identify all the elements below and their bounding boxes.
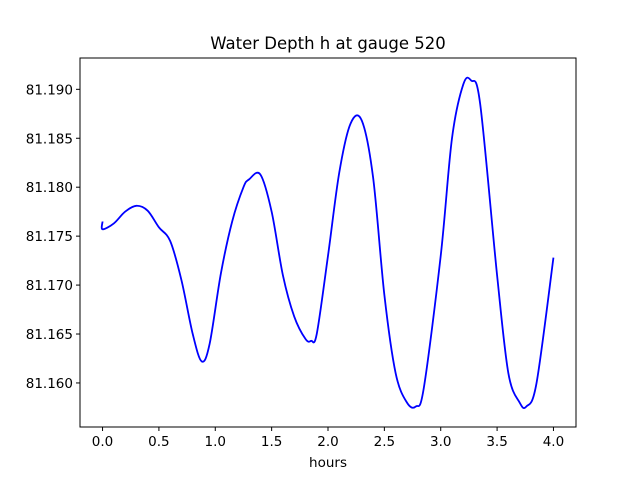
x-tick-label: 3.5 (486, 434, 507, 450)
series-line-0 (100, 76, 555, 409)
axes-frame (79, 57, 577, 428)
x-axis-ticks: 0.0 0.5 1.0 1.5 2.0 2.5 3.0 3.5 4.0 (92, 427, 564, 450)
y-tick-label: 81.170 (26, 278, 73, 294)
y-tick-label: 81.190 (26, 82, 73, 98)
x-tick-label: 1.5 (261, 434, 282, 450)
x-axis-label: hours (309, 455, 347, 471)
y-tick-label: 81.160 (26, 376, 73, 392)
y-axis-ticks: 81.160 81.165 81.170 81.175 81.180 81.185 81.1… (26, 82, 80, 392)
x-tick-label: 4.0 (543, 434, 564, 450)
y-tick-label: 81.180 (26, 180, 73, 196)
series-layer (100, 76, 555, 409)
y-tick-label: 81.175 (26, 229, 73, 245)
x-tick-label: 0.5 (148, 434, 169, 450)
x-tick-label: 2.0 (317, 434, 338, 450)
chart-title: Water Depth h at gauge 520 (210, 34, 445, 53)
y-tick-label: 81.185 (26, 131, 73, 147)
x-tick-label: 1.0 (205, 434, 226, 450)
x-tick-label: 3.0 (430, 434, 451, 450)
x-tick-label: 0.0 (92, 434, 113, 450)
x-tick-label: 2.5 (374, 434, 395, 450)
y-tick-label: 81.165 (26, 327, 73, 343)
